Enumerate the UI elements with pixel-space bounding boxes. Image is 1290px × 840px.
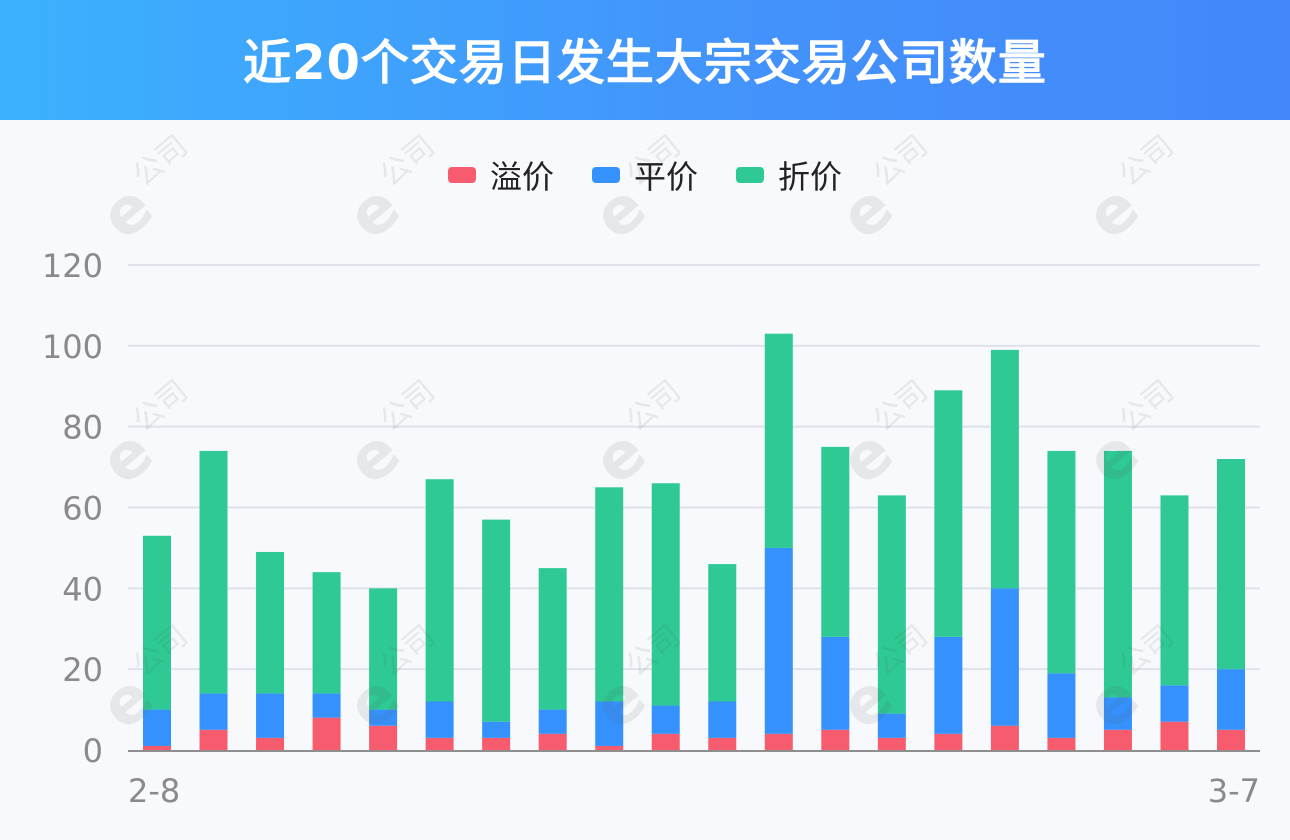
- bar-segment: [538, 568, 567, 710]
- bar-segment: [256, 737, 285, 750]
- legend-label-premium: 溢价: [489, 158, 554, 196]
- bar-segment: [1217, 459, 1245, 670]
- title-banner: 近20个交易日发生大宗交易公司数量: [0, 0, 1290, 120]
- bar-segment: [595, 745, 624, 750]
- y-tick-label: 20: [62, 651, 103, 689]
- bar-segment: [199, 729, 228, 750]
- x-tick-label: 2-8: [128, 772, 180, 810]
- y-tick-label: 80: [62, 409, 103, 447]
- bar-segment: [1217, 669, 1245, 730]
- bar-segment: [708, 564, 737, 702]
- bar-segment: [934, 733, 963, 750]
- bar-segment: [425, 479, 454, 702]
- bar-segment: [990, 349, 1019, 589]
- bar-segment: [821, 729, 850, 750]
- bar-segment: [990, 588, 1019, 726]
- bar-segment: [708, 701, 737, 738]
- bar-segment: [369, 709, 398, 726]
- y-tick-label: 120: [42, 247, 103, 285]
- bar-segment: [143, 745, 171, 750]
- bar-segment: [990, 725, 1019, 750]
- bar-segment: [482, 737, 511, 750]
- bar-segment: [1047, 673, 1076, 738]
- bar-segment: [1160, 721, 1189, 750]
- bar-segment: [764, 333, 793, 548]
- bar-segment: [708, 737, 737, 750]
- bar-segment: [425, 701, 454, 738]
- bar-segment: [821, 636, 850, 730]
- bar-segment: [143, 709, 171, 746]
- bar-segment: [934, 390, 963, 637]
- bar-segment: [1047, 450, 1076, 674]
- bar-segment: [143, 535, 171, 710]
- bar-segment: [1160, 685, 1189, 722]
- legend-swatch-discount: [736, 167, 764, 183]
- bar-segment: [369, 725, 398, 750]
- bar-segment: [425, 737, 454, 750]
- legend: 溢价 平价 折价: [0, 152, 1290, 198]
- bar-segment: [482, 721, 511, 738]
- bar-segment: [538, 733, 567, 750]
- bar-segment: [482, 519, 511, 722]
- bar-segment: [595, 701, 624, 746]
- x-tick-label: 3-7: [1208, 772, 1260, 810]
- bar-segment: [821, 446, 850, 637]
- bar-segment: [256, 551, 285, 694]
- legend-item-discount[interactable]: 折价: [736, 152, 842, 198]
- bar-segment: [934, 636, 963, 734]
- bar-segment: [312, 693, 341, 718]
- bar-segment: [1103, 697, 1132, 730]
- bar-segment: [764, 547, 793, 734]
- y-tick-label: 100: [42, 328, 103, 366]
- bar-segment: [1217, 729, 1245, 750]
- legend-item-premium[interactable]: 溢价: [447, 152, 554, 198]
- bar-segment: [651, 705, 680, 734]
- bar-segment: [199, 450, 228, 694]
- bar-segment: [877, 495, 906, 714]
- bar-segment: [595, 487, 624, 702]
- bar-segment: [256, 693, 285, 738]
- bar-segment: [312, 717, 341, 750]
- bar-segment: [1047, 737, 1076, 750]
- bar-segment: [312, 572, 341, 694]
- bar-segment: [1103, 729, 1132, 750]
- bar-segment: [199, 693, 228, 730]
- legend-swatch-par: [591, 167, 620, 183]
- bar-segment: [1160, 495, 1189, 686]
- bar-segment: [877, 737, 906, 750]
- chart-title: 近20个交易日发生大宗交易公司数量: [243, 35, 1047, 91]
- y-tick-label: 40: [62, 570, 103, 608]
- legend-label-par: 平价: [633, 158, 698, 196]
- bar-segment: [651, 483, 680, 706]
- bar-segment: [369, 588, 398, 710]
- bar-segment: [1103, 450, 1132, 698]
- legend-swatch-premium: [447, 167, 476, 183]
- legend-label-discount: 折价: [778, 158, 843, 196]
- bar-segment: [538, 709, 567, 734]
- bar-segment: [764, 733, 793, 750]
- bar-segment: [877, 713, 906, 738]
- bar-segment: [651, 733, 680, 750]
- legend-item-par[interactable]: 平价: [591, 152, 698, 198]
- y-tick-label: 0: [83, 732, 103, 770]
- y-tick-label: 60: [62, 490, 103, 528]
